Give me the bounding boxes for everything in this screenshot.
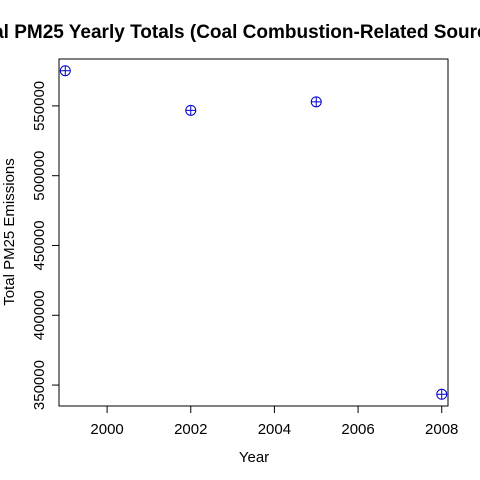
data-points [59,65,448,400]
y-tick-label: 500000 [31,151,48,201]
data-point [310,96,322,108]
x-tick-label: 2002 [174,421,207,438]
x-tick-label: 2004 [258,421,291,438]
y-tick-label: 350000 [31,360,48,410]
chart-title: Total PM25 Yearly Totals (Coal Combustio… [0,22,480,43]
data-point [185,104,197,116]
x-axis: 2000 2002 2004 2006 2008 [90,405,458,438]
data-point [59,65,71,77]
y-tick-label: 550000 [31,81,48,131]
plot-frame [58,58,449,407]
x-tick-label: 2000 [90,421,123,438]
y-axis-title: Total PM25 Emissions [1,158,18,306]
x-tick-label: 2008 [425,421,458,438]
y-tick-label: 400000 [31,290,48,340]
y-axis: 350000 400000 450000 500000 550000 [31,81,60,410]
x-axis-title: Year [239,449,269,466]
x-tick-label: 2006 [341,421,374,438]
data-point [436,388,448,400]
y-tick-label: 450000 [31,220,48,270]
